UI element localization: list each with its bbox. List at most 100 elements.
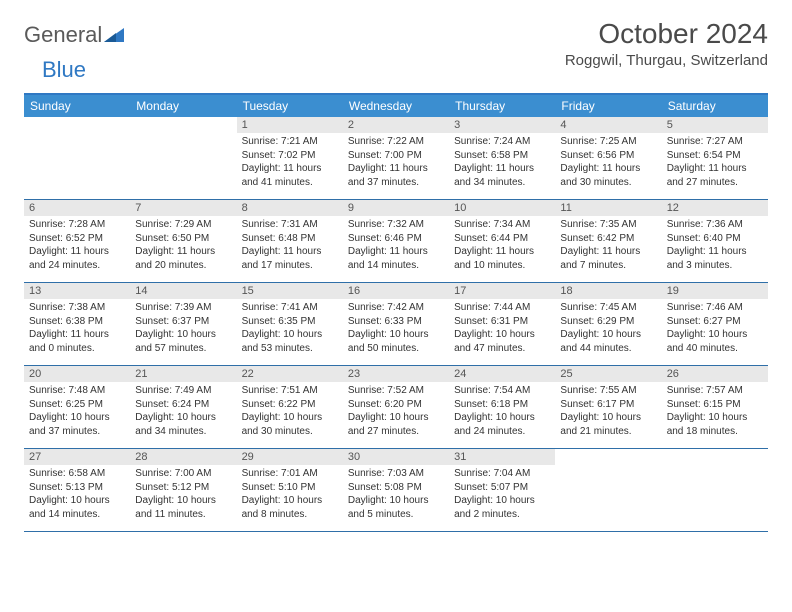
- sunrise-text: Sunrise: 7:24 AM: [454, 135, 550, 149]
- daylight-text: Daylight: 10 hours and 21 minutes.: [560, 411, 656, 438]
- day-cell: 1 Sunrise: 7:21 AMSunset: 7:02 PMDaylight…: [237, 117, 343, 199]
- daylight-text: Daylight: 10 hours and 14 minutes.: [29, 494, 125, 521]
- sunset-text: Sunset: 6:31 PM: [454, 315, 550, 329]
- sunset-text: Sunset: 6:35 PM: [242, 315, 338, 329]
- sunrise-text: Sunrise: 7:01 AM: [242, 467, 338, 481]
- sunset-text: Sunset: 6:44 PM: [454, 232, 550, 246]
- sunrise-text: Sunrise: 7:45 AM: [560, 301, 656, 315]
- day-body: Sunrise: 7:44 AMSunset: 6:31 PMDaylight:…: [449, 301, 555, 355]
- sunrise-text: Sunrise: 7:42 AM: [348, 301, 444, 315]
- day-body: Sunrise: 7:45 AMSunset: 6:29 PMDaylight:…: [555, 301, 661, 355]
- sunset-text: Sunset: 6:52 PM: [29, 232, 125, 246]
- sunset-text: Sunset: 6:54 PM: [667, 149, 763, 163]
- day-number: 26: [662, 366, 768, 382]
- daylight-text: Daylight: 10 hours and 5 minutes.: [348, 494, 444, 521]
- day-cell: 28Sunrise: 7:00 AMSunset: 5:12 PMDayligh…: [130, 449, 236, 531]
- day-cell: 29 Sunrise: 7:01 AMSunset: 5:10 PMDayligh…: [237, 449, 343, 531]
- day-number: 23: [343, 366, 449, 382]
- weekday-header: Saturday: [662, 95, 768, 117]
- day-cell: .: [555, 449, 661, 531]
- day-number: 27: [24, 449, 130, 465]
- title-block: October 2024 Roggwil, Thurgau, Switzerla…: [565, 18, 768, 69]
- sunrise-text: Sunrise: 7:41 AM: [242, 301, 338, 315]
- sunrise-text: Sunrise: 7:54 AM: [454, 384, 550, 398]
- day-number: 16: [343, 283, 449, 299]
- day-body: Sunrise: 7:48 AMSunset: 6:25 PMDaylight:…: [24, 384, 130, 438]
- sunrise-text: Sunrise: 7:55 AM: [560, 384, 656, 398]
- day-number: 13: [24, 283, 130, 299]
- sunrise-text: Sunrise: 7:44 AM: [454, 301, 550, 315]
- weekday-header: Thursday: [449, 95, 555, 117]
- daylight-text: Daylight: 10 hours and 40 minutes.: [667, 328, 763, 355]
- sunset-text: Sunset: 6:58 PM: [454, 149, 550, 163]
- sunrise-text: Sunrise: 7:32 AM: [348, 218, 444, 232]
- day-body: Sunrise: 7:25 AMSunset: 6:56 PMDaylight:…: [555, 135, 661, 189]
- sunset-text: Sunset: 6:24 PM: [135, 398, 231, 412]
- day-cell: 30Sunrise: 7:03 AMSunset: 5:08 PMDayligh…: [343, 449, 449, 531]
- day-body: Sunrise: 7:01 AMSunset: 5:10 PMDaylight:…: [237, 467, 343, 521]
- sunset-text: Sunset: 6:48 PM: [242, 232, 338, 246]
- sunrise-text: Sunrise: 7:22 AM: [348, 135, 444, 149]
- day-body: Sunrise: 7:00 AMSunset: 5:12 PMDaylight:…: [130, 467, 236, 521]
- day-number: 24: [449, 366, 555, 382]
- day-body: Sunrise: 7:29 AMSunset: 6:50 PMDaylight:…: [130, 218, 236, 272]
- sunset-text: Sunset: 6:40 PM: [667, 232, 763, 246]
- day-cell: 5 Sunrise: 7:27 AMSunset: 6:54 PMDaylight…: [662, 117, 768, 199]
- calendar-page: General October 2024 Roggwil, Thurgau, S…: [0, 0, 792, 550]
- sunrise-text: Sunrise: 6:58 AM: [29, 467, 125, 481]
- day-cell: 14Sunrise: 7:39 AMSunset: 6:37 PMDayligh…: [130, 283, 236, 365]
- day-number: 25: [555, 366, 661, 382]
- day-cell: 12 Sunrise: 7:36 AMSunset: 6:40 PMDayligh…: [662, 200, 768, 282]
- day-body: Sunrise: 7:57 AMSunset: 6:15 PMDaylight:…: [662, 384, 768, 438]
- day-cell: 13 Sunrise: 7:38 AMSunset: 6:38 PMDayligh…: [24, 283, 130, 365]
- sunset-text: Sunset: 6:17 PM: [560, 398, 656, 412]
- daylight-text: Daylight: 10 hours and 50 minutes.: [348, 328, 444, 355]
- day-body: Sunrise: 7:49 AMSunset: 6:24 PMDaylight:…: [130, 384, 236, 438]
- week-row: 27Sunrise: 6:58 AMSunset: 5:13 PMDayligh…: [24, 449, 768, 532]
- sunset-text: Sunset: 5:07 PM: [454, 481, 550, 495]
- day-body: Sunrise: 7:52 AMSunset: 6:20 PMDaylight:…: [343, 384, 449, 438]
- daylight-text: Daylight: 11 hours and 37 minutes.: [348, 162, 444, 189]
- sunset-text: Sunset: 5:13 PM: [29, 481, 125, 495]
- sunrise-text: Sunrise: 7:51 AM: [242, 384, 338, 398]
- daylight-text: Daylight: 10 hours and 47 minutes.: [454, 328, 550, 355]
- daylight-text: Daylight: 11 hours and 30 minutes.: [560, 162, 656, 189]
- day-number: 29: [237, 449, 343, 465]
- day-number: 2: [343, 117, 449, 133]
- day-cell: 2 Sunrise: 7:22 AMSunset: 7:00 PMDaylight…: [343, 117, 449, 199]
- sunrise-text: Sunrise: 7:00 AM: [135, 467, 231, 481]
- day-body: Sunrise: 7:21 AMSunset: 7:02 PMDaylight:…: [237, 135, 343, 189]
- logo-triangle-icon: [104, 28, 124, 42]
- week-row: 20Sunrise: 7:48 AMSunset: 6:25 PMDayligh…: [24, 366, 768, 449]
- day-number: 3: [449, 117, 555, 133]
- day-number: 5: [662, 117, 768, 133]
- day-number: 22: [237, 366, 343, 382]
- day-body: Sunrise: 7:38 AMSunset: 6:38 PMDaylight:…: [24, 301, 130, 355]
- day-body: Sunrise: 7:24 AMSunset: 6:58 PMDaylight:…: [449, 135, 555, 189]
- day-cell: 18Sunrise: 7:45 AMSunset: 6:29 PMDayligh…: [555, 283, 661, 365]
- day-cell: 16Sunrise: 7:42 AMSunset: 6:33 PMDayligh…: [343, 283, 449, 365]
- sunrise-text: Sunrise: 7:29 AM: [135, 218, 231, 232]
- sunrise-text: Sunrise: 7:28 AM: [29, 218, 125, 232]
- weeks-container: ..1Sunrise: 7:21 AMSunset: 7:02 PMDaylig…: [24, 117, 768, 532]
- sunrise-text: Sunrise: 7:49 AM: [135, 384, 231, 398]
- day-body: Sunrise: 7:55 AMSunset: 6:17 PMDaylight:…: [555, 384, 661, 438]
- sunset-text: Sunset: 6:20 PM: [348, 398, 444, 412]
- day-number: 12: [662, 200, 768, 216]
- sunset-text: Sunset: 6:37 PM: [135, 315, 231, 329]
- sunset-text: Sunset: 6:42 PM: [560, 232, 656, 246]
- daylight-text: Daylight: 10 hours and 30 minutes.: [242, 411, 338, 438]
- sunrise-text: Sunrise: 7:39 AM: [135, 301, 231, 315]
- sunset-text: Sunset: 7:00 PM: [348, 149, 444, 163]
- daylight-text: Daylight: 10 hours and 2 minutes.: [454, 494, 550, 521]
- sunset-text: Sunset: 6:27 PM: [667, 315, 763, 329]
- daylight-text: Daylight: 10 hours and 44 minutes.: [560, 328, 656, 355]
- day-body: Sunrise: 7:36 AMSunset: 6:40 PMDaylight:…: [662, 218, 768, 272]
- day-body: Sunrise: 7:27 AMSunset: 6:54 PMDaylight:…: [662, 135, 768, 189]
- daylight-text: Daylight: 11 hours and 27 minutes.: [667, 162, 763, 189]
- logo-text-general: General: [24, 22, 102, 48]
- calendar-grid: SundayMondayTuesdayWednesdayThursdayFrid…: [24, 93, 768, 532]
- sunset-text: Sunset: 6:46 PM: [348, 232, 444, 246]
- day-number: 4: [555, 117, 661, 133]
- day-number: 1: [237, 117, 343, 133]
